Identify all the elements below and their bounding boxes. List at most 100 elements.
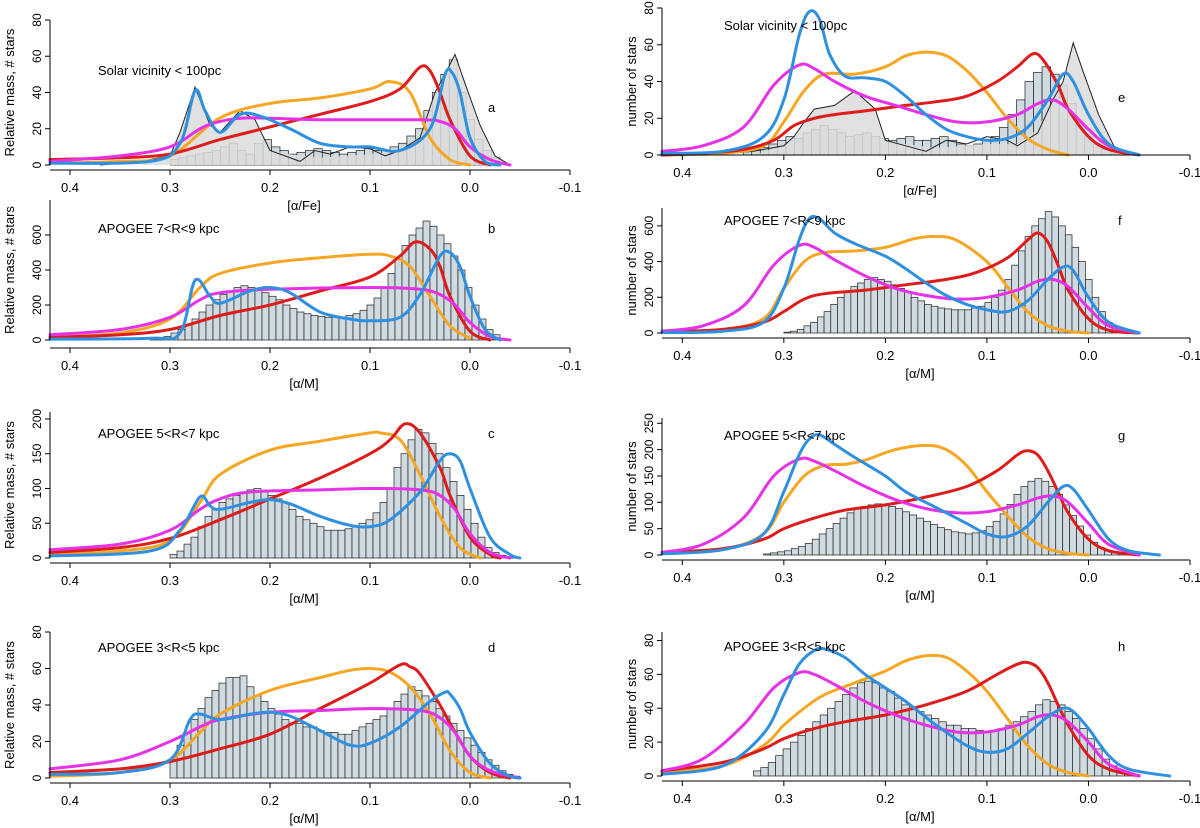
curve-red-g <box>660 449 1141 557</box>
y-tick-label-g-4: 200 <box>642 439 656 459</box>
hist-bar-g-27 <box>951 531 959 556</box>
hist-bar-g-28 <box>957 532 966 556</box>
hist-bar-d-5 <box>204 697 213 779</box>
hist-bar-b-26 <box>331 316 340 341</box>
panel-f: 0.4 0.3 0.2 0.1 0.0 -0.1 0 200 400 600 [α/M] number… <box>624 208 1200 381</box>
panel-a: 0.4 0.3 0.2 0.1 0.0 -0.1 0 20 40 60 80 [α/Fe] Relati… <box>2 13 581 213</box>
hist-bar-d-33 <box>400 693 409 779</box>
hist-bar-c-4 <box>197 526 206 559</box>
hist-bar-d-10 <box>239 675 248 779</box>
y-tick-label-g-0: 0 <box>642 551 656 558</box>
curve-magenta-d <box>48 707 522 780</box>
y-tick-label-h-2: 40 <box>642 701 656 715</box>
outline-line-a <box>99 53 511 166</box>
hist-bar-g-26 <box>944 529 952 556</box>
hist-bar-g-4 <box>791 548 799 556</box>
curve-magenta-a <box>48 116 512 167</box>
hist-bar-b-30 <box>359 309 368 341</box>
hist-bar-f-19 <box>910 296 919 334</box>
x-axis-label-h: [α/M] <box>905 809 934 824</box>
hist-bar-f-27 <box>964 309 972 334</box>
hist-bar-b-7 <box>198 311 207 341</box>
hist-bar-g-11 <box>839 517 848 556</box>
annotation-c: APOGEE 5<R<7 kpc <box>98 426 220 441</box>
annotation-e: Solar vicinity < 100pc <box>724 18 848 33</box>
x-tick-label-f-3: 0.1 <box>978 348 996 363</box>
hist-bar-f-1 <box>790 330 798 334</box>
hist-bar-c-40 <box>449 481 458 559</box>
x-tick-label-f-1: 0.3 <box>775 348 793 363</box>
hist-bar-f-4 <box>810 321 818 334</box>
x-tick-label-g-2: 0.2 <box>876 570 894 585</box>
y-tick-label-d-2: 40 <box>30 698 44 712</box>
annotation-h: APOGEE 3<R<5 kpc <box>724 639 846 654</box>
hist-bar-f-23 <box>937 307 946 334</box>
x-tick-label-h-5: -0.1 <box>1179 791 1200 806</box>
hist-bar-d-18 <box>295 722 304 779</box>
curve-magenta-c <box>48 487 512 560</box>
x-tick-label-e-4: 0.0 <box>1079 165 1097 180</box>
hist-bar-f-31 <box>991 296 999 334</box>
curve-blue-c <box>48 452 522 560</box>
panel-g: 0.4 0.3 0.2 0.1 0.0 -0.1 0 50 100 150 200 250 [α/M] n… <box>624 413 1200 603</box>
hist-bar-g-24 <box>930 524 938 556</box>
x-tick-label-d-3: 0.1 <box>361 793 379 808</box>
y-tick-label-c-4: 200 <box>30 409 44 429</box>
hist-bar-b-14 <box>247 287 256 341</box>
hist-bar-d-7 <box>218 682 227 779</box>
x-tick-label-f-5: -0.1 <box>1179 348 1200 363</box>
hist-bar-c-26 <box>351 526 360 559</box>
y-tick-label-h-4: 80 <box>642 633 656 647</box>
hist-bar-g-21 <box>909 514 917 556</box>
hist-bar-b-25 <box>324 316 333 341</box>
hist-bar-g-34 <box>999 513 1008 556</box>
hist-bar-h-13 <box>849 687 858 777</box>
hist-bar-g-6 <box>804 543 813 556</box>
hist-bar-d-4 <box>197 708 206 779</box>
hist-bar-h-1 <box>760 767 769 777</box>
hist-bar-g-18 <box>888 506 897 556</box>
x-tick-label-g-4: 0.0 <box>1079 570 1097 585</box>
hist-bar-f-24 <box>944 308 952 334</box>
panel-label-c: c <box>488 426 495 441</box>
y-tick-label-h-0: 0 <box>642 772 656 779</box>
panel-label-f: f <box>1118 213 1122 228</box>
curve-orange-g <box>660 443 1090 557</box>
y-tick-label-f-0: 0 <box>642 329 656 336</box>
y-axis-label-b: Relative mass, # stars <box>2 206 17 334</box>
hist-bar-f-22 <box>930 305 939 334</box>
hist-bar-b-16 <box>261 292 270 341</box>
hist-bar-d-29 <box>372 719 381 779</box>
y-tick-label-e-4: 80 <box>642 1 656 15</box>
hist-bar-b-9 <box>212 299 221 341</box>
panel-label-b: b <box>488 221 495 236</box>
hist-bar-f-8 <box>837 296 845 334</box>
y-axis-label-d: Relative mass, # stars <box>2 641 17 769</box>
x-tick-label-h-3: 0.1 <box>978 791 996 806</box>
y-tick-label-e-2: 40 <box>642 75 656 89</box>
hist-bar-d-17 <box>288 722 297 779</box>
y-tick-label-g-1: 50 <box>642 522 656 536</box>
hist-bar-g-16 <box>874 503 883 556</box>
hist-bar-d-2 <box>183 732 192 779</box>
x-tick-label-h-2: 0.2 <box>876 791 894 806</box>
hist-bar-h-3 <box>775 755 784 777</box>
hist-bar-f-17 <box>897 288 905 334</box>
y-tick-label-c-0: 0 <box>30 554 44 561</box>
x-tick-label-h-4: 0.0 <box>1079 791 1097 806</box>
panel-label-e: e <box>1118 90 1125 105</box>
hist-bar-h-28 <box>960 728 969 777</box>
curve-red-b <box>48 240 492 342</box>
x-tick-label-c-3: 0.1 <box>361 573 379 588</box>
y-axis-label-g: number of stars <box>624 441 639 532</box>
x-axis-label-g: [α/M] <box>905 588 934 603</box>
hist-bar-c-2 <box>183 543 192 559</box>
x-tick-label-a-5: -0.1 <box>559 180 581 195</box>
y-tick-label-f-2: 400 <box>642 251 656 271</box>
hist-bar-d-21 <box>316 730 325 779</box>
hist-bar-h-31 <box>983 731 992 777</box>
x-tick-label-g-0: 0.4 <box>673 570 691 585</box>
hist-bar-f-0 <box>783 331 791 334</box>
y-tick-label-d-4: 80 <box>30 625 44 639</box>
annotation-b: APOGEE 7<R<9 kpc <box>98 221 220 236</box>
